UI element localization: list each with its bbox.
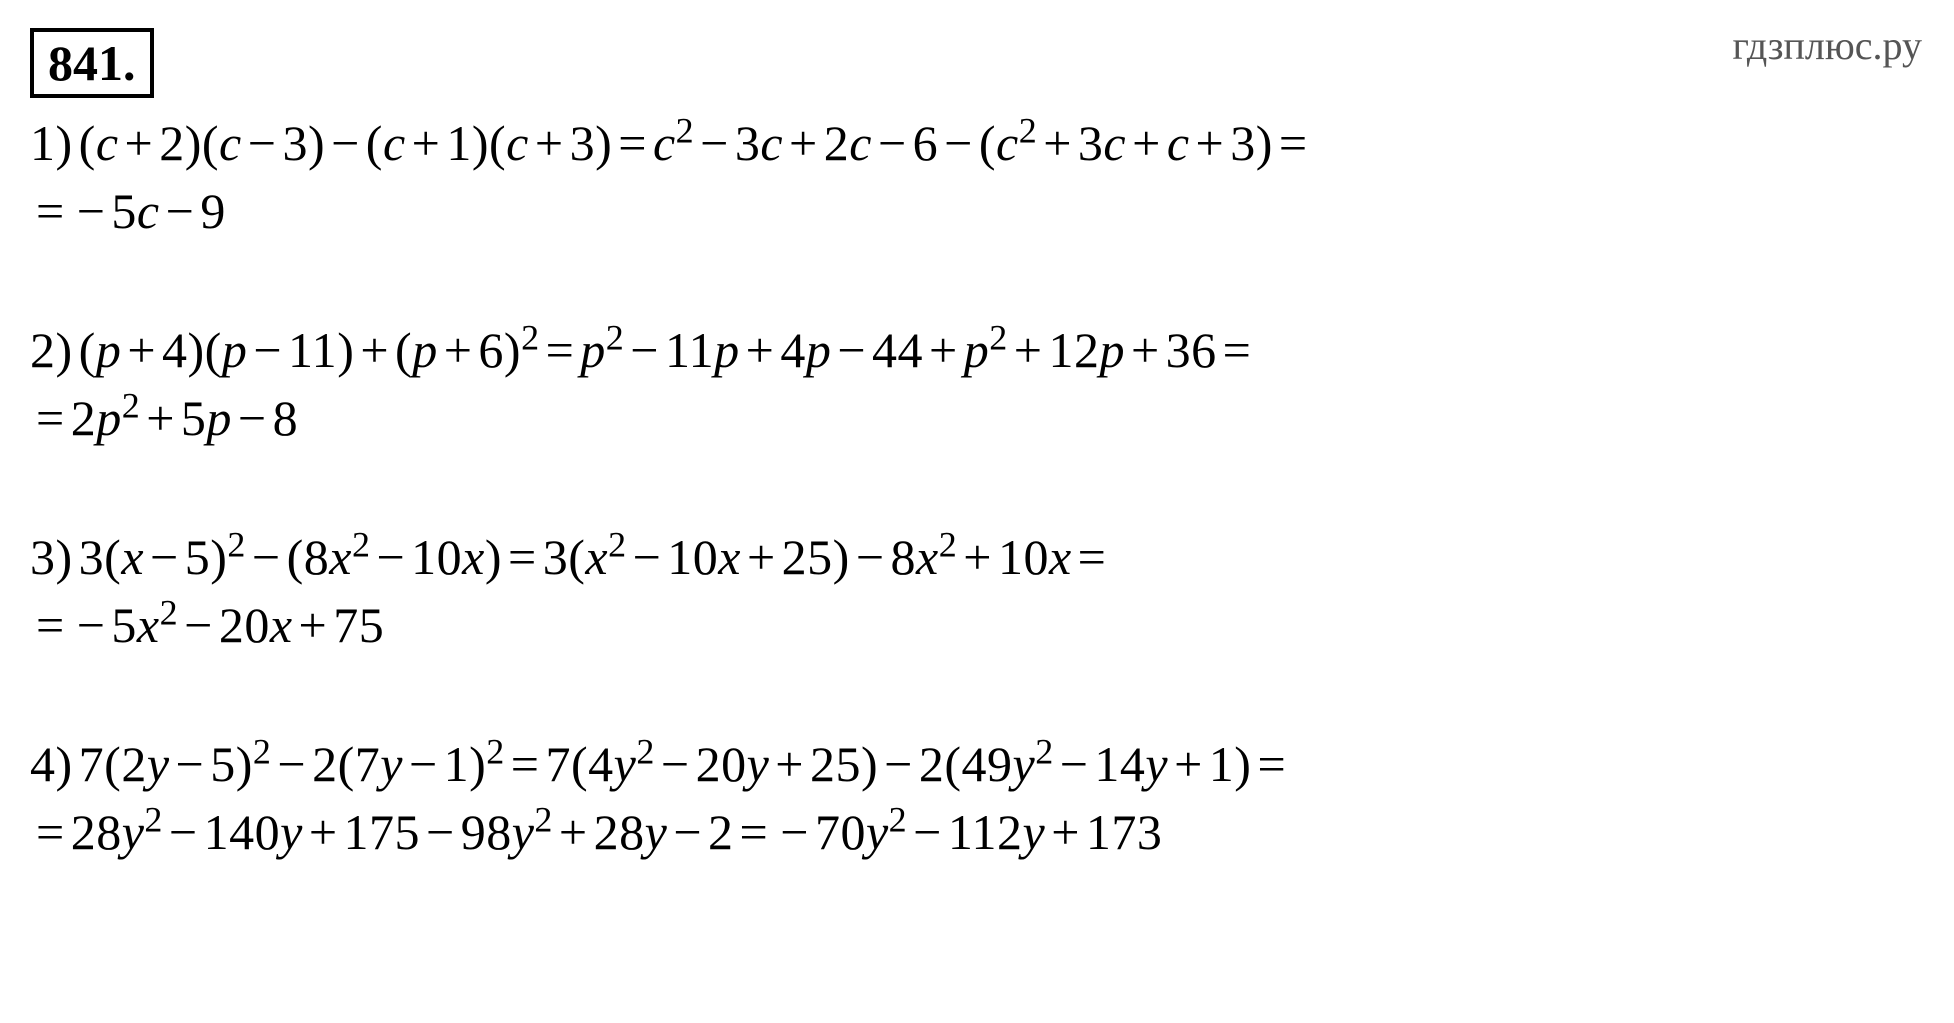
problem-4-line-2: =28y2−140y+175−98y2+28y−2=−70y2−112y+173 xyxy=(30,799,1924,867)
watermark: гдзплюс.ру xyxy=(1732,22,1922,69)
problem-2-line-2: =2p2+5p−8 xyxy=(30,385,1924,453)
problem-1-label: 1) xyxy=(30,115,73,171)
problem-4-expr-1: 7(2y−5)2−2(7y−1)2=7(4y2−20y+25)−2(49y2−1… xyxy=(79,736,1293,792)
problem-4: 4)7(2y−5)2−2(7y−1)2=7(4y2−20y+25)−2(49y2… xyxy=(30,731,1924,866)
problem-2-line-1: 2)(p+4)(p−11)+(p+6)2=p2−11p+4p−44+p2+12p… xyxy=(30,317,1924,385)
problem-3-line-2: =−5x2−20x+75 xyxy=(30,592,1924,660)
problem-4-line-1: 4)7(2y−5)2−2(7y−1)2=7(4y2−20y+25)−2(49y2… xyxy=(30,731,1924,799)
problem-2-label: 2) xyxy=(30,322,73,378)
problem-1: 1)(c+2)(c−3)−(c+1)(c+3)=c2−3c+2c−6−(c2+3… xyxy=(30,110,1924,245)
problem-3-label: 3) xyxy=(30,529,73,585)
problem-2-expr-1: (p+4)(p−11)+(p+6)2=p2−11p+4p−44+p2+12p+3… xyxy=(79,322,1258,378)
problem-3-line-1: 3)3(x−5)2−(8x2−10x)=3(x2−10x+25)−8x2+10x… xyxy=(30,524,1924,592)
problem-number: 841. xyxy=(30,28,154,98)
problem-3: 3)3(x−5)2−(8x2−10x)=3(x2−10x+25)−8x2+10x… xyxy=(30,524,1924,659)
problem-3-expr-1: 3(x−5)2−(8x2−10x)=3(x2−10x+25)−8x2+10x= xyxy=(79,529,1113,585)
problem-4-label: 4) xyxy=(30,736,73,792)
problem-1-line-2: =−5c−9 xyxy=(30,178,1924,246)
problem-1-expr-1: (c+2)(c−3)−(c+1)(c+3)=c2−3c+2c−6−(c2+3c+… xyxy=(79,115,1314,171)
problem-2: 2)(p+4)(p−11)+(p+6)2=p2−11p+4p−44+p2+12p… xyxy=(30,317,1924,452)
problem-1-line-1: 1)(c+2)(c−3)−(c+1)(c+3)=c2−3c+2c−6−(c2+3… xyxy=(30,110,1924,178)
